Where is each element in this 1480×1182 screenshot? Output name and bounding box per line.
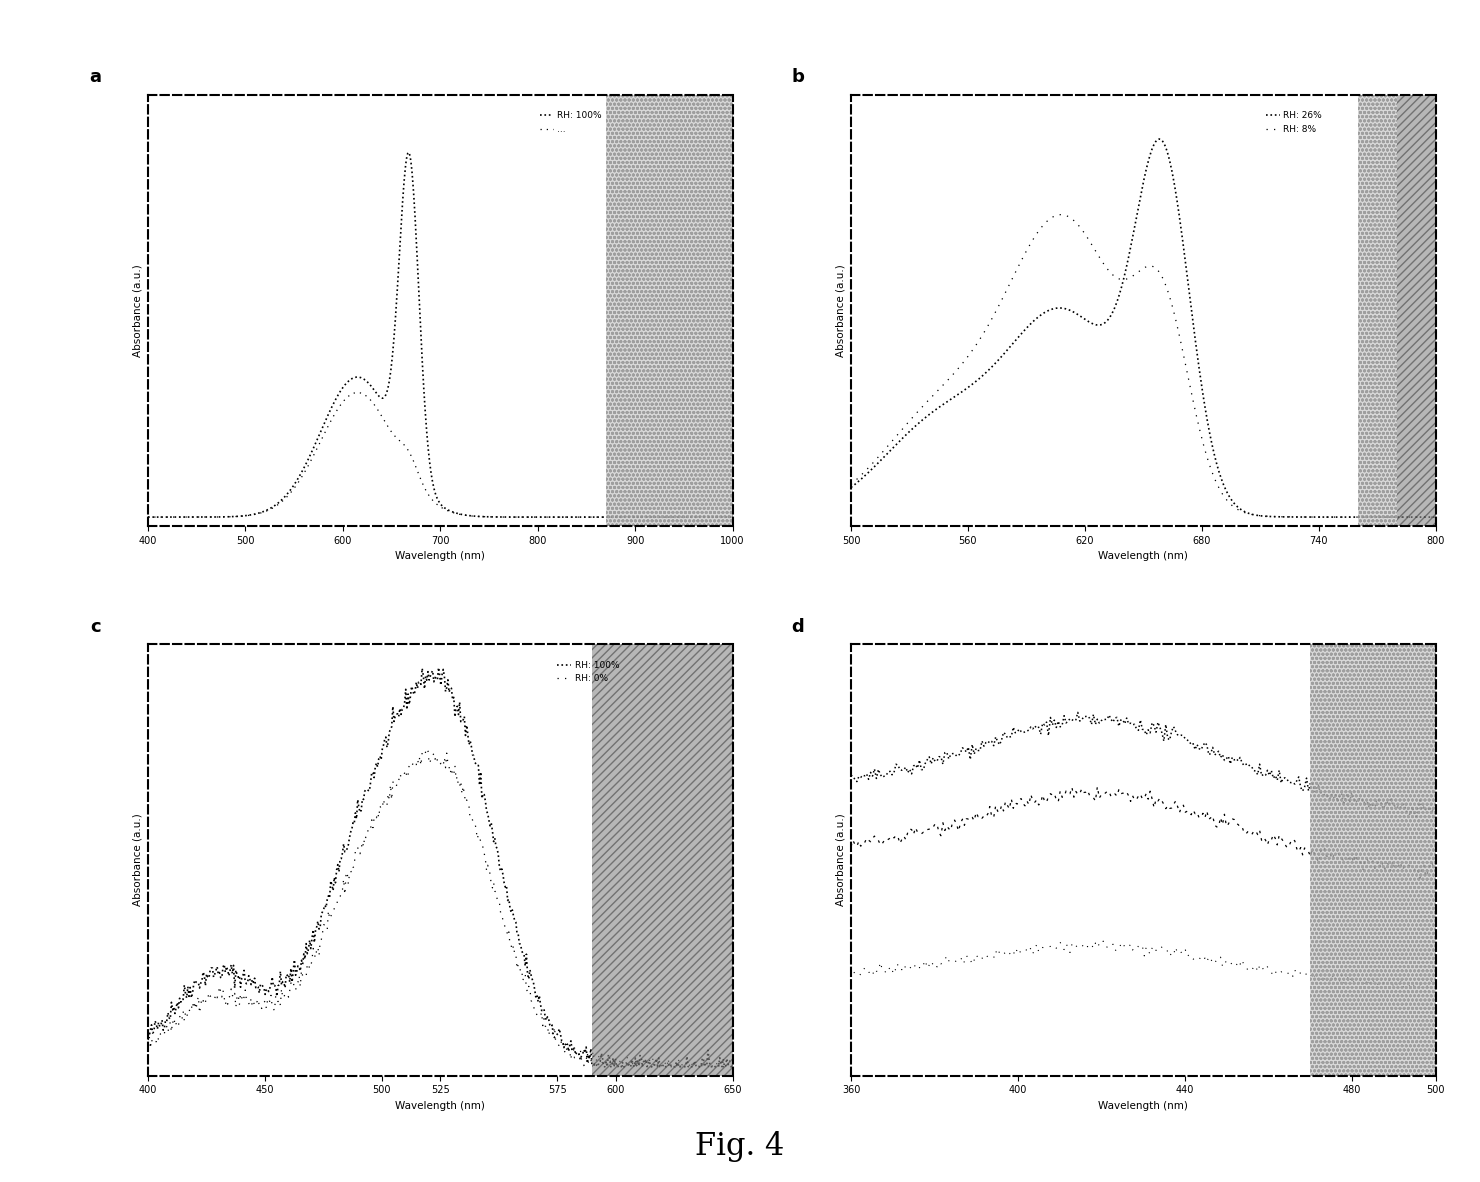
RH: 8%: (645, 0.543): 8%: (645, 0.543) <box>1125 268 1143 282</box>
RH: 0%: (519, 0.716): 0%: (519, 0.716) <box>417 741 435 755</box>
... <box>494 509 512 524</box>
... <box>644 509 662 524</box>
RH: 0%: (549, 0.378): 0%: (549, 0.378) <box>488 891 506 905</box>
Text: c: c <box>90 617 101 636</box>
Line: RH: 100%: RH: 100% <box>148 152 733 517</box>
... <box>583 509 601 524</box>
RH: 26%: (642, 0.585): 26%: (642, 0.585) <box>1120 249 1138 264</box>
Y-axis label: Absorbance (a.u.): Absorbance (a.u.) <box>132 813 142 907</box>
... <box>348 385 366 400</box>
RH: 0%: (400, 0.0599): 0%: (400, 0.0599) <box>139 1033 157 1047</box>
X-axis label: Wavelength (nm): Wavelength (nm) <box>395 551 485 561</box>
RH: 100%: (667, 0.82): 100%: (667, 0.82) <box>400 145 417 160</box>
Text: d: d <box>792 617 804 636</box>
RH: 100%: (917, 5.58e-15): 100%: (917, 5.58e-15) <box>644 509 662 524</box>
RH: 100%: (645, 0.0106): 100%: (645, 0.0106) <box>712 1054 730 1069</box>
RH: 8%: (643, 0.538): 8%: (643, 0.538) <box>1120 271 1138 285</box>
RH: 100%: (400, 3.52e-08): 100%: (400, 3.52e-08) <box>139 509 157 524</box>
Bar <box>1357 95 1397 526</box>
... <box>175 509 192 524</box>
RH: 100%: (591, 0): 100%: (591, 0) <box>586 1059 604 1073</box>
RH: 0%: (536, 0.594): 0%: (536, 0.594) <box>457 795 475 810</box>
RH: 26%: (658, 0.85): 26%: (658, 0.85) <box>1150 132 1168 147</box>
Legend: RH: 26%, RH: 8%: RH: 26%, RH: 8% <box>1262 108 1326 137</box>
RH: 100%: (783, 1.8e-05): 100%: (783, 1.8e-05) <box>512 509 530 524</box>
RH: 0%: (519, 0.708): 0%: (519, 0.708) <box>417 745 435 759</box>
RH: 8%: (500, 0.0734): 8%: (500, 0.0734) <box>842 478 860 492</box>
RH: 0%: (650, 0.00573): 0%: (650, 0.00573) <box>724 1057 741 1071</box>
RH: 100%: (536, 0.745): 100%: (536, 0.745) <box>457 728 475 742</box>
Text: Fig. 4: Fig. 4 <box>696 1131 784 1162</box>
Line: ...: ... <box>148 392 733 517</box>
RH: 0%: (606, 0.00319): 0%: (606, 0.00319) <box>620 1058 638 1072</box>
RH: 100%: (400, 0.0739): 100%: (400, 0.0739) <box>139 1027 157 1041</box>
RH: 26%: (663, 0.811): 26%: (663, 0.811) <box>1160 149 1178 163</box>
RH: 0%: (600, 0): 0%: (600, 0) <box>607 1059 625 1073</box>
Line: RH: 8%: RH: 8% <box>851 215 1436 517</box>
X-axis label: Wavelength (nm): Wavelength (nm) <box>1098 551 1188 561</box>
RH: 100%: (749, 0.000617): 100%: (749, 0.000617) <box>480 509 497 524</box>
RH: 100%: (524, 0.897): 100%: (524, 0.897) <box>429 661 447 675</box>
RH: 0%: (521, 0.687): 0%: (521, 0.687) <box>422 754 440 768</box>
Line: RH: 0%: RH: 0% <box>148 748 733 1066</box>
... <box>512 509 530 524</box>
RH: 0%: (645, 0.000269): 0%: (645, 0.000269) <box>712 1059 730 1073</box>
Y-axis label: Absorbance (a.u.): Absorbance (a.u.) <box>835 264 845 357</box>
RH: 26%: (793, 3.44e-09): 26%: (793, 3.44e-09) <box>1413 509 1431 524</box>
Text: b: b <box>792 67 804 86</box>
RH: 8%: (746, 2.1e-05): 8%: (746, 2.1e-05) <box>1323 509 1341 524</box>
Y-axis label: Absorbance (a.u.): Absorbance (a.u.) <box>132 264 142 357</box>
RH: 8%: (663, 0.503): 8%: (663, 0.503) <box>1160 286 1178 300</box>
RH: 100%: (856, 5.98e-10): 100%: (856, 5.98e-10) <box>583 509 601 524</box>
Bar <box>1310 644 1436 1076</box>
RH: 8%: (800, 1.28e-09): 8%: (800, 1.28e-09) <box>1427 509 1444 524</box>
RH: 8%: (793, 5.05e-09): 8%: (793, 5.05e-09) <box>1413 509 1431 524</box>
RH: 26%: (500, 0.0666): 26%: (500, 0.0666) <box>842 480 860 494</box>
... <box>139 509 157 524</box>
RH: 8%: (608, 0.68): 8%: (608, 0.68) <box>1052 208 1070 222</box>
RH: 100%: (765, 0.000131): 100%: (765, 0.000131) <box>494 509 512 524</box>
Bar <box>592 644 733 1076</box>
X-axis label: Wavelength (nm): Wavelength (nm) <box>395 1100 485 1111</box>
Bar <box>605 95 733 526</box>
RH: 26%: (644, 0.624): 26%: (644, 0.624) <box>1123 233 1141 247</box>
Legend: RH: 100%, ...: RH: 100%, ... <box>536 108 605 137</box>
RH: 26%: (746, 1.43e-05): 26%: (746, 1.43e-05) <box>1323 509 1341 524</box>
RH: 100%: (519, 0.878): 100%: (519, 0.878) <box>417 669 435 683</box>
... <box>724 509 741 524</box>
X-axis label: Wavelength (nm): Wavelength (nm) <box>1098 1100 1188 1111</box>
RH: 100%: (520, 0.869): 100%: (520, 0.869) <box>420 673 438 687</box>
Legend: RH: 100%, RH: 0%: RH: 100%, RH: 0% <box>554 657 623 687</box>
RH: 100%: (606, 0): 100%: (606, 0) <box>620 1059 638 1073</box>
Y-axis label: Absorbance (a.u.): Absorbance (a.u.) <box>835 813 845 907</box>
Bar <box>1397 95 1436 526</box>
RH: 26%: (800, 8.73e-10): 26%: (800, 8.73e-10) <box>1427 509 1444 524</box>
RH: 100%: (437, 5.28e-06): 100%: (437, 5.28e-06) <box>175 509 192 524</box>
RH: 100%: (650, 0): 100%: (650, 0) <box>724 1059 741 1073</box>
Line: RH: 26%: RH: 26% <box>851 139 1436 517</box>
... <box>480 509 497 524</box>
RH: 26%: (679, 0.319): 26%: (679, 0.319) <box>1191 369 1209 383</box>
RH: 100%: (549, 0.49): 100%: (549, 0.49) <box>488 842 506 856</box>
RH: 100%: (1e+03, 1.61e-23): 100%: (1e+03, 1.61e-23) <box>724 509 741 524</box>
Line: RH: 100%: RH: 100% <box>148 668 733 1066</box>
Text: a: a <box>89 67 101 86</box>
RH: 8%: (679, 0.192): 8%: (679, 0.192) <box>1191 424 1209 439</box>
